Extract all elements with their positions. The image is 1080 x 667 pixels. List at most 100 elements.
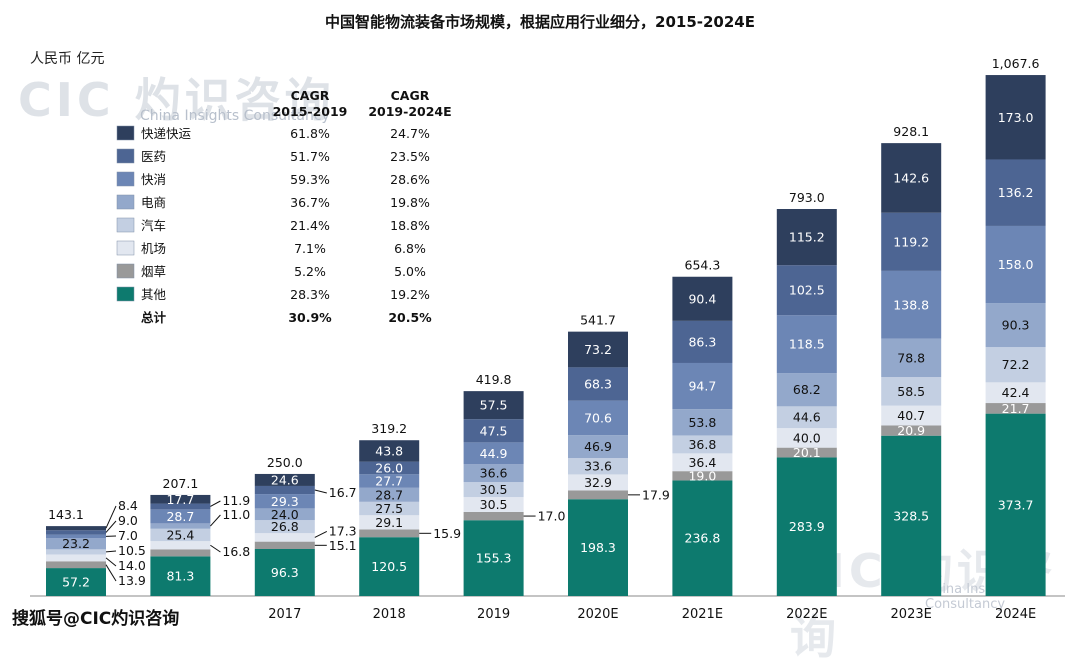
segment-label-其他: 81.3 xyxy=(166,569,194,584)
segment-label-其他: 236.8 xyxy=(685,531,721,546)
segment-label-烟草: 15.1 xyxy=(329,538,357,553)
segment-label-汽车: 25.4 xyxy=(166,527,194,542)
legend-swatch-快消 xyxy=(117,172,134,186)
segment-label-机场: 29.1 xyxy=(375,515,403,530)
segment-label-医药: 102.5 xyxy=(789,283,825,298)
legend-swatch-医药 xyxy=(117,149,134,163)
leader-line-医药 xyxy=(210,501,220,506)
bar-segment-机场 xyxy=(255,533,315,541)
legend-swatch-快递快运 xyxy=(117,126,134,140)
total-label: 143.1 xyxy=(48,507,84,522)
legend-cagr2-医药: 23.5% xyxy=(390,149,430,164)
segment-label-汽车: 27.5 xyxy=(375,501,403,516)
category-label: 2018 xyxy=(373,607,406,622)
segment-label-医药: 47.5 xyxy=(480,423,508,438)
segment-label-快消: 27.7 xyxy=(375,474,403,489)
segment-label-电商: 23.2 xyxy=(62,536,90,551)
segment-label-电商: 53.8 xyxy=(688,415,716,430)
category-label: 2019 xyxy=(477,607,510,622)
segment-label-烟草: 20.1 xyxy=(793,445,821,460)
leader-line-医药 xyxy=(106,521,116,532)
bar-segment-烟草 xyxy=(464,512,524,520)
legend-cagr1-电商: 36.7% xyxy=(290,195,330,210)
category-label: 2020E xyxy=(577,607,618,622)
bar-segment-烟草 xyxy=(568,490,628,499)
segment-label-汽车: 33.6 xyxy=(584,459,612,474)
legend-swatch-汽车 xyxy=(117,218,134,232)
segment-label-烟草: 19.0 xyxy=(688,468,716,483)
segment-label-其他: 328.5 xyxy=(893,508,929,523)
legend-cagr2-烟草: 5.0% xyxy=(394,264,426,279)
segment-label-汽车: 44.6 xyxy=(793,410,821,425)
legend-label-烟草: 烟草 xyxy=(141,264,166,279)
category-label: 2024E xyxy=(995,607,1036,622)
category-label: 2022E xyxy=(786,607,827,622)
total-label: 419.8 xyxy=(476,372,512,387)
segment-label-其他: 120.5 xyxy=(371,559,407,574)
legend-cagr2-汽车: 18.8% xyxy=(390,218,430,233)
total-label: 207.1 xyxy=(163,476,199,491)
legend-header-cagr1: CAGR xyxy=(291,88,330,103)
segment-label-汽车: 72.2 xyxy=(1002,357,1030,372)
total-label: 250.0 xyxy=(267,455,303,470)
total-label: 928.1 xyxy=(893,124,929,139)
segment-label-烟草: 17.9 xyxy=(642,487,670,502)
legend-cagr1-烟草: 5.2% xyxy=(294,264,326,279)
segment-label-快递快运: 43.8 xyxy=(375,443,403,458)
segment-label-烟草: 21.7 xyxy=(1002,401,1030,416)
segment-label-机场: 36.4 xyxy=(688,455,716,470)
segment-label-医药: 136.2 xyxy=(998,185,1034,200)
leader-line-机场 xyxy=(106,558,116,566)
segment-label-汽车: 10.5 xyxy=(118,543,146,558)
legend-header-cagr2: CAGR xyxy=(391,88,430,103)
segment-label-快消: 28.7 xyxy=(166,509,194,524)
leader-line-电商 xyxy=(210,515,220,526)
legend-cagr1-快消: 59.3% xyxy=(290,172,330,187)
legend-cagr2-total: 20.5% xyxy=(388,310,432,325)
segment-label-机场: 17.3 xyxy=(329,523,357,538)
chart-title: 中国智能物流装备市场规模，根据应用行业细分，2015-2024E xyxy=(325,13,755,31)
legend-cagr1-机场: 7.1% xyxy=(294,241,326,256)
segment-label-机场: 16.8 xyxy=(222,544,250,559)
segment-label-快递快运: 73.2 xyxy=(584,342,612,357)
segment-label-医药: 11.9 xyxy=(222,493,250,508)
legend-cagr1-汽车: 21.4% xyxy=(290,218,330,233)
legend-cagr2-快消: 28.6% xyxy=(390,172,430,187)
bar-segment-烟草 xyxy=(255,542,315,549)
segment-label-快递快运: 115.2 xyxy=(789,230,825,245)
segment-label-其他: 96.3 xyxy=(271,565,299,580)
segment-label-医药: 9.0 xyxy=(118,513,138,528)
segment-label-电商: 68.2 xyxy=(793,382,821,397)
leader-line-机场 xyxy=(210,545,220,552)
category-label: 2023E xyxy=(891,607,932,622)
segment-label-电商: 46.9 xyxy=(584,439,612,454)
total-label: 541.7 xyxy=(580,313,616,328)
legend-cagr1-快递快运: 61.8% xyxy=(290,126,330,141)
segment-label-快消: 70.6 xyxy=(584,410,612,425)
total-label: 1,067.6 xyxy=(992,56,1040,71)
segment-label-快消: 94.7 xyxy=(688,379,716,394)
legend-cagr1-total: 30.9% xyxy=(288,310,332,325)
segment-label-医药: 86.3 xyxy=(688,334,716,349)
total-label: 654.3 xyxy=(685,258,721,273)
legend-cagr2-电商: 19.8% xyxy=(390,195,430,210)
segment-label-汽车: 36.8 xyxy=(688,437,716,452)
legend-label-其他: 其他 xyxy=(141,287,167,302)
bar-segment-烟草 xyxy=(359,529,419,537)
leader-line-汽车 xyxy=(106,551,116,552)
legend-label-医药: 医药 xyxy=(141,149,166,164)
segment-label-医药: 16.7 xyxy=(329,485,357,500)
segment-label-快递快运: 173.0 xyxy=(998,110,1034,125)
segment-label-其他: 155.3 xyxy=(476,551,512,566)
legend-header-cagr1-period: 2015-2019 xyxy=(273,104,348,119)
legend-label-机场: 机场 xyxy=(141,241,166,256)
segment-label-快消: 29.3 xyxy=(271,494,299,509)
legend-cagr2-快递快运: 24.7% xyxy=(390,126,430,141)
unit-label: 人民币 亿元 xyxy=(30,51,104,67)
segment-label-快消: 44.9 xyxy=(480,446,508,461)
segment-label-医药: 68.3 xyxy=(584,377,612,392)
segment-label-烟草: 20.9 xyxy=(897,423,925,438)
legend-swatch-电商 xyxy=(117,195,134,209)
segment-label-机场: 32.9 xyxy=(584,475,612,490)
